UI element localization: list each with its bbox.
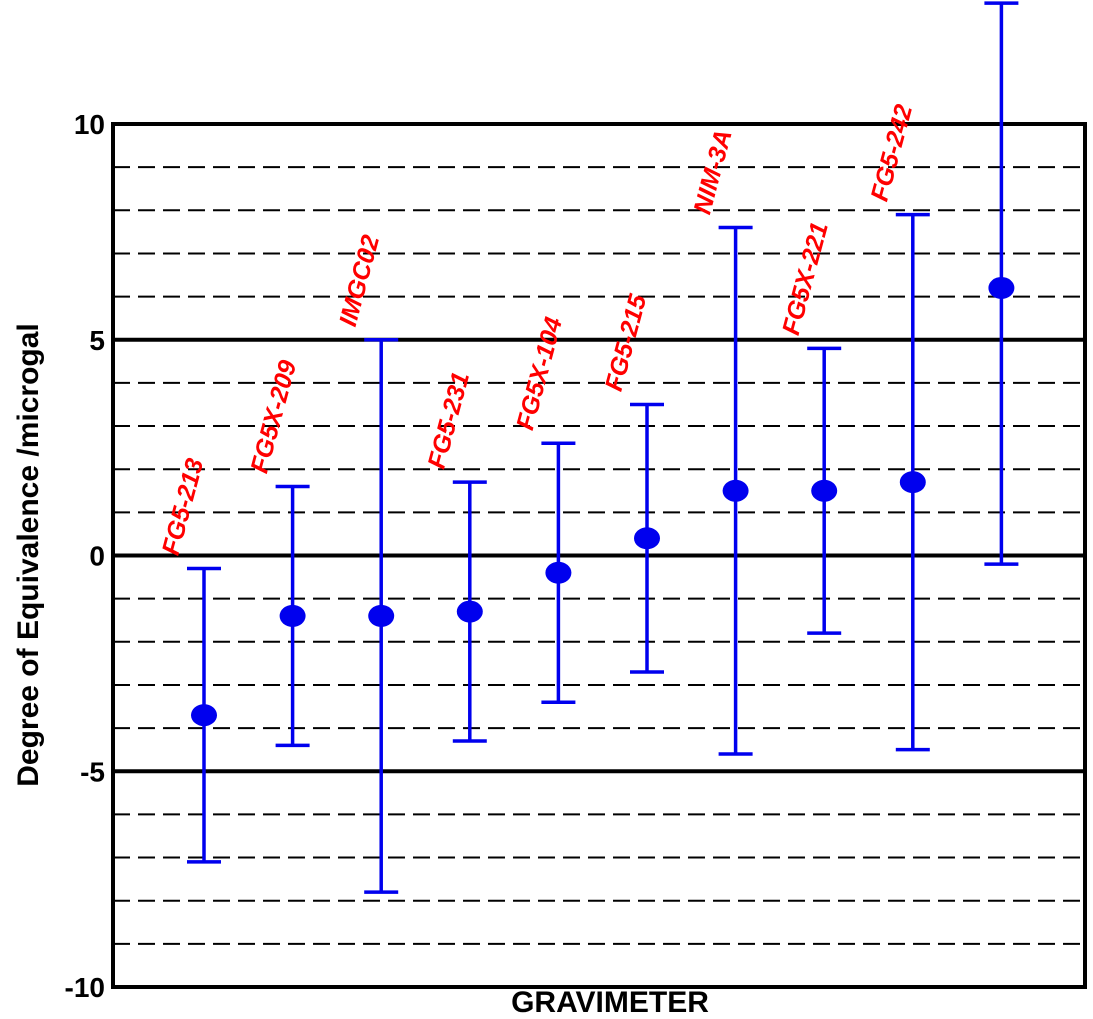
x-axis-title: GRAVIMETER (511, 986, 709, 1019)
y-tick-label: 10 (74, 109, 105, 140)
instrument-label: FG5-231 (423, 369, 476, 472)
y-tick-labels: -10 -5 0 5 10 (65, 109, 105, 1003)
instrument-label: FG5X-221 (777, 219, 834, 338)
instrument-labels: FG5-213 FG5X-209 IMGC02 FG5-231 FG5X-104 FG5-… (157, 102, 919, 558)
instrument-label: FG5X-104 (511, 314, 568, 433)
data-point (634, 527, 660, 550)
instrument-label: FG5-242 (866, 102, 919, 205)
y-tick-label: -5 (80, 756, 105, 787)
data-point (279, 604, 306, 627)
instrument-label: NIM-3A (688, 127, 737, 217)
data-point (988, 276, 1015, 299)
grid-layer (113, 166, 1085, 945)
data-point (811, 479, 838, 502)
data-point (368, 604, 395, 627)
y-tick-label: -10 (65, 972, 105, 1003)
data-point (191, 704, 217, 727)
instrument-label: FG5-215 (600, 290, 653, 394)
y-axis-title: Degree of Equivalence /microgal (12, 323, 45, 787)
plot-frame (111, 122, 1087, 989)
data-point (545, 561, 572, 584)
data-point (722, 479, 749, 502)
y-tick-label: 5 (89, 325, 105, 356)
instrument-label: FG5-213 (157, 455, 210, 558)
data-points (191, 276, 1015, 727)
plot-border (111, 122, 1087, 989)
instrument-label: FG5X-209 (245, 357, 302, 476)
instrument-label: IMGC02 (334, 232, 385, 329)
y-tick-label: 0 (89, 541, 105, 572)
data-point (456, 600, 483, 623)
data-point (899, 471, 926, 494)
